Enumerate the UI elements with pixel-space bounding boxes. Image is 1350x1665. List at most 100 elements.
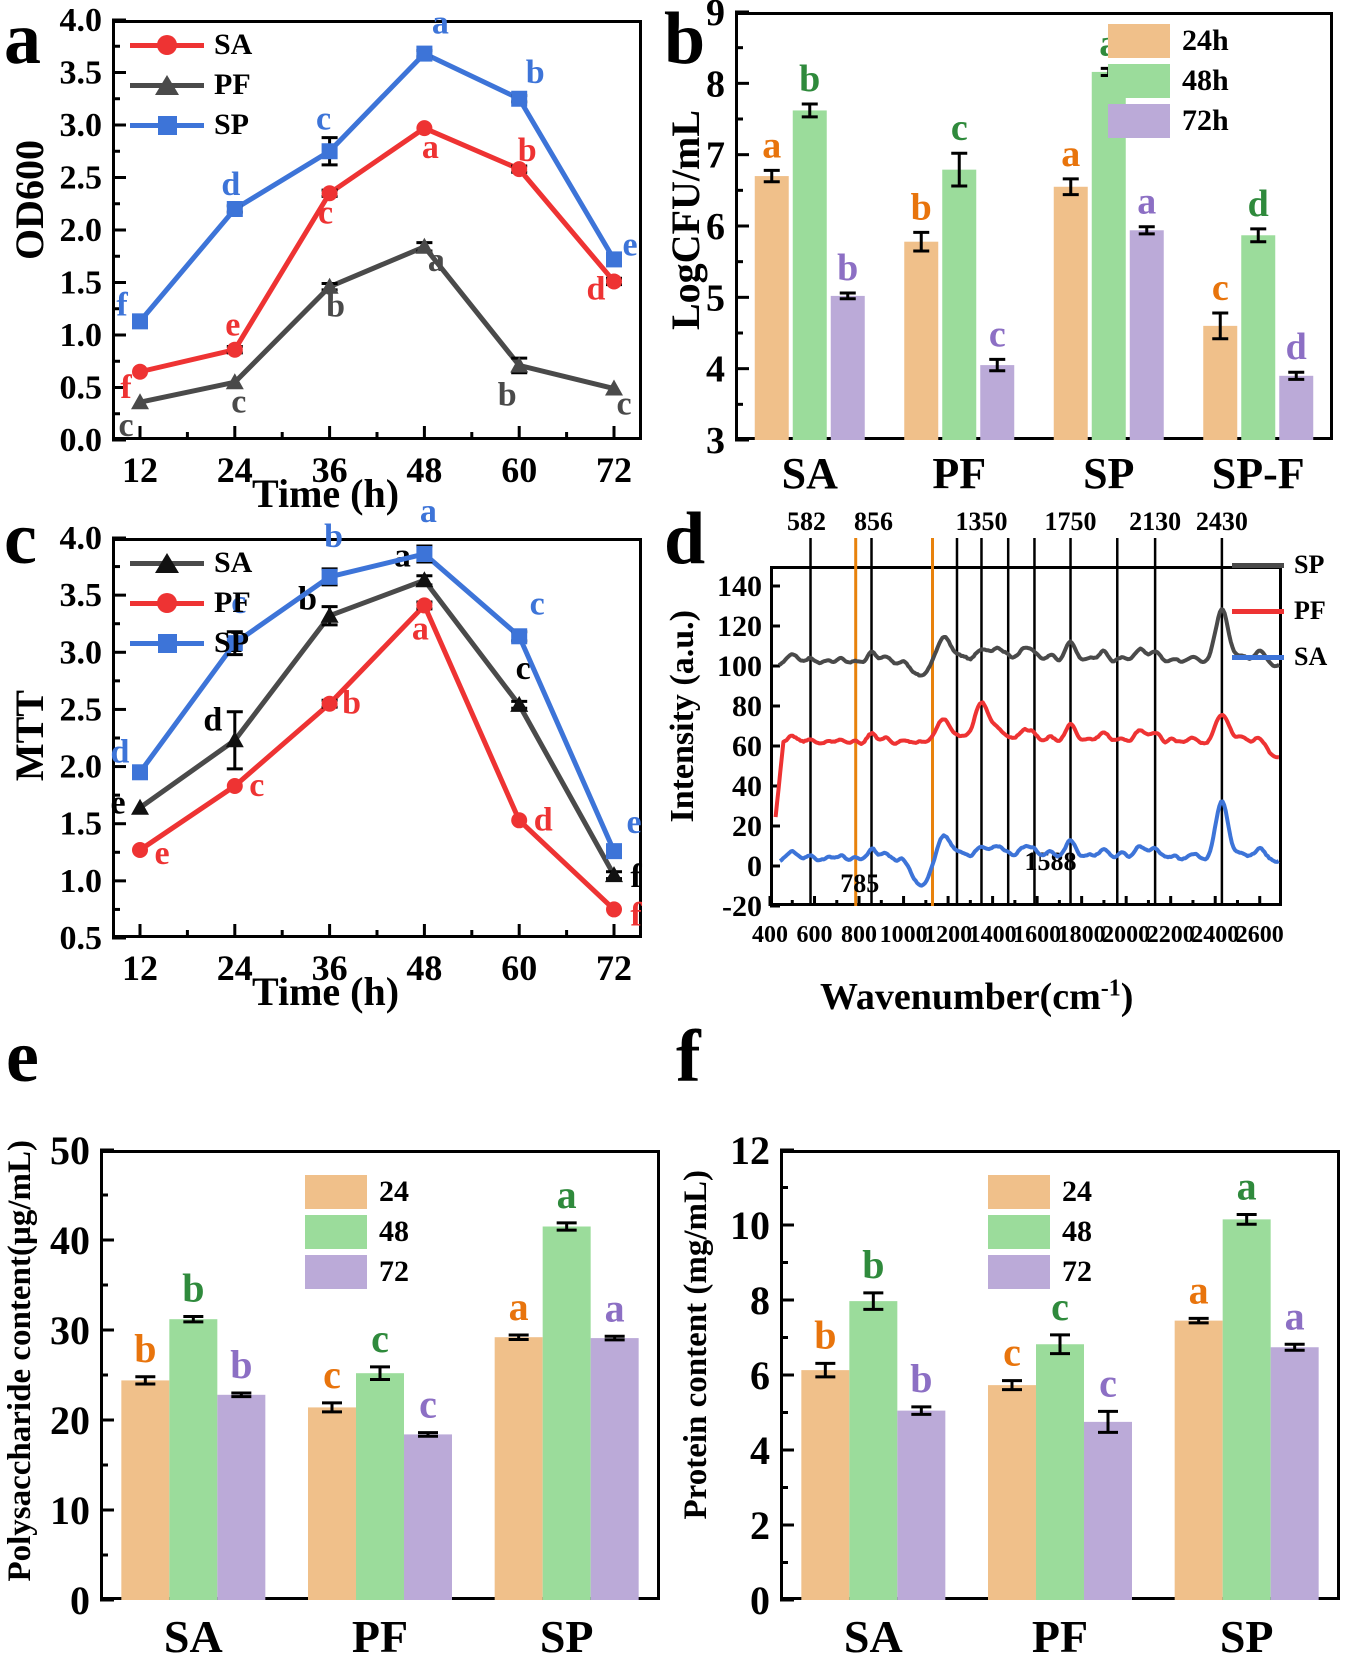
legend-label-sa: SA bbox=[1294, 642, 1328, 671]
x-tick-label: 2400 bbox=[1191, 922, 1239, 948]
bar-72h-PF bbox=[980, 365, 1015, 440]
legend-label-sa: SA bbox=[214, 546, 253, 579]
panel-c-svg: 0.51.01.52.02.53.03.54.012 24 36 48 60 72edba… bbox=[60, 493, 643, 988]
x-category-label: SA bbox=[782, 449, 838, 498]
triangle-marker-icon bbox=[131, 393, 149, 410]
significance-letter: b bbox=[910, 1356, 932, 1401]
peak-label: 2430 bbox=[1196, 507, 1248, 536]
y-tick-label: 3.0 bbox=[60, 107, 103, 144]
y-tick-label: 4.0 bbox=[60, 520, 103, 557]
y-tick-label: 5 bbox=[706, 277, 725, 319]
panel-c-legend: SA PF SP bbox=[130, 546, 252, 666]
significance-letter: c bbox=[316, 100, 331, 137]
series-line-SP bbox=[137, 551, 617, 853]
legend-line-pf bbox=[130, 593, 204, 613]
legend-label-24h: 24h bbox=[1182, 24, 1229, 57]
significance-letter: c bbox=[1051, 1284, 1069, 1329]
legend-swatch-72 bbox=[305, 1255, 367, 1289]
x-category-label: SP bbox=[1083, 449, 1134, 498]
significance-letter: c bbox=[118, 407, 133, 444]
significance-letter: d bbox=[1286, 326, 1307, 368]
triangle-marker-icon bbox=[415, 571, 434, 588]
spectrum-SA bbox=[778, 799, 1280, 888]
legend-row-pf: PF bbox=[130, 586, 252, 620]
y-tick-label: 4.0 bbox=[60, 2, 103, 39]
triangle-marker-icon bbox=[320, 606, 339, 623]
triangle-marker-icon bbox=[605, 379, 623, 396]
bar-72-SP bbox=[1270, 1347, 1319, 1600]
x-tick-label: 2600 bbox=[1236, 922, 1284, 948]
significance-letter: e bbox=[225, 307, 240, 344]
square-marker-icon bbox=[157, 115, 177, 135]
x-category-label: SP bbox=[540, 1611, 594, 1662]
significance-letter: a bbox=[605, 1285, 625, 1330]
legend-swatch-48 bbox=[305, 1215, 367, 1249]
y-tick-label: 3.0 bbox=[60, 634, 103, 671]
circle-marker-icon bbox=[416, 120, 433, 137]
significance-letter: b bbox=[862, 1242, 884, 1287]
y-tick-label: 6 bbox=[750, 1353, 770, 1398]
significance-letter: d bbox=[111, 733, 130, 770]
significance-letter: a bbox=[420, 493, 437, 530]
square-marker-icon bbox=[132, 313, 148, 330]
y-tick-label: 4 bbox=[750, 1428, 770, 1473]
bar-72h-SP-F bbox=[1279, 375, 1314, 440]
x-tick-label: 1200 bbox=[924, 922, 972, 948]
series-line-SP bbox=[138, 50, 617, 323]
x-category-label: SA bbox=[844, 1611, 903, 1662]
square-marker-icon bbox=[416, 45, 433, 62]
y-tick-label: 1.5 bbox=[60, 265, 103, 302]
significance-letter: b bbox=[134, 1326, 156, 1371]
triangle-marker-icon bbox=[131, 798, 149, 815]
legend-swatch-24 bbox=[988, 1175, 1050, 1209]
x-tick-label: 72 bbox=[596, 450, 632, 490]
x-category-label: PF bbox=[352, 1611, 408, 1662]
x-category-label: SA bbox=[164, 1611, 223, 1662]
panel-e-letter: e bbox=[6, 1016, 39, 1098]
circle-marker-icon bbox=[157, 35, 177, 55]
y-tick-label: 10 bbox=[730, 1203, 770, 1248]
circle-marker-icon bbox=[321, 695, 338, 712]
bar-48-PF bbox=[356, 1373, 404, 1600]
bar-24h-SA bbox=[754, 176, 789, 441]
legend-row-24: 24 bbox=[305, 1175, 409, 1209]
significance-letter: c bbox=[231, 383, 246, 420]
x-tick-label: 24 bbox=[217, 948, 253, 988]
legend-row-48: 48 bbox=[305, 1215, 409, 1249]
bar-72-PF bbox=[1084, 1421, 1132, 1600]
significance-letter: b bbox=[837, 247, 858, 289]
legend-label-pf: PF bbox=[214, 68, 251, 101]
significance-letter: f bbox=[630, 858, 642, 895]
y-tick-label: 0 bbox=[750, 1578, 770, 1623]
circle-marker-icon bbox=[132, 363, 148, 380]
legend-swatch-24 bbox=[305, 1175, 367, 1209]
significance-letter: e bbox=[622, 226, 637, 263]
peak-label: 1750 bbox=[1045, 507, 1097, 536]
significance-letter: d bbox=[534, 801, 553, 838]
x-tick-label: 400 bbox=[752, 922, 788, 948]
y-tick-label: 9 bbox=[706, 0, 725, 34]
panel-f: f Protein content (mg/mL) 0 2 4 6 8 10 12 SA b b b… bbox=[670, 1020, 1350, 1665]
legend-row-48: 48 bbox=[988, 1215, 1092, 1249]
square-marker-icon bbox=[226, 635, 243, 652]
panel-d: d Intensity (a.u.) -20 0 20 40 60 80 100 120 140… bbox=[660, 500, 1350, 1020]
legend-line-sp bbox=[130, 633, 204, 653]
peak-label: 785 bbox=[840, 869, 879, 898]
y-tick-label: 6 bbox=[706, 206, 725, 248]
bar-48-SP bbox=[542, 1226, 591, 1600]
x-tick-label: 600 bbox=[797, 922, 833, 948]
panel-a-svg: 0.0 0.5 1.0 1.5 2.0 2.5 3.0 3.5 4.0 12 24 36 48 60 72 f… bbox=[60, 2, 638, 490]
legend-label-sa: SA bbox=[214, 28, 253, 61]
legend-row-24h: 24h bbox=[1108, 24, 1229, 58]
y-tick-label: 50 bbox=[50, 1128, 90, 1173]
significance-letter: b bbox=[498, 376, 517, 413]
panel-a: a OD600 0.0 0.5 1.0 1.5 2.0 2.5 3.0 3.5 4.0 12 24 3… bbox=[0, 0, 660, 516]
significance-letter: c bbox=[1099, 1360, 1117, 1405]
x-category-label: PF bbox=[932, 449, 986, 498]
y-tick-label: 3.5 bbox=[60, 55, 103, 92]
panel-a-letter: a bbox=[4, 0, 41, 80]
panel-a-plotbox bbox=[112, 20, 642, 440]
significance-letter: d bbox=[587, 270, 606, 307]
series-line-SA bbox=[139, 125, 616, 375]
significance-letter: d bbox=[221, 166, 240, 203]
